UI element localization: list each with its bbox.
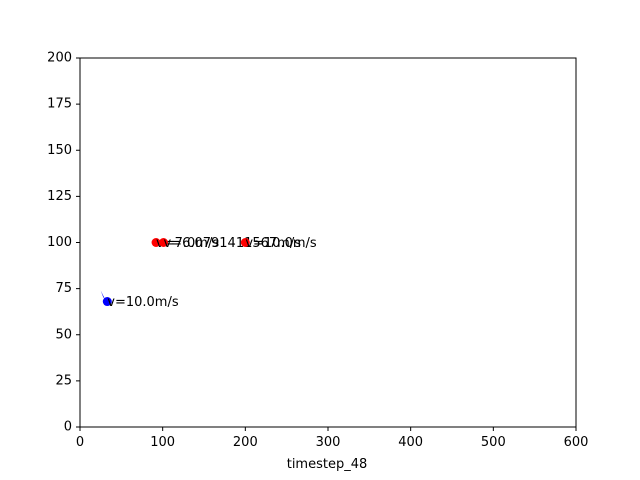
point-label-3: v=10.0m/s xyxy=(107,295,179,310)
x-axis-label: timestep_48 xyxy=(287,457,368,472)
point-label-0: v=7.0m/s xyxy=(156,236,219,251)
point-label-2: v=10.0m/s xyxy=(245,236,317,251)
y-tick-label-7: 175 xyxy=(47,97,72,112)
y-tick-label-2: 50 xyxy=(55,327,72,342)
point-label-1: v=6.0791411567m/s xyxy=(163,236,301,251)
y-tick-label-3: 75 xyxy=(55,281,72,296)
y-tick-label-6: 150 xyxy=(47,143,72,158)
point-1 xyxy=(158,238,168,247)
x-tick-label-6: 600 xyxy=(564,435,589,450)
x-tick-label-2: 200 xyxy=(233,435,258,450)
point-2 xyxy=(240,238,250,247)
plot-area: v=7.0m/sv=6.0791411567m/sv=10.0m/sv=10.0… xyxy=(100,236,317,310)
y-tick-label-0: 0 xyxy=(64,420,72,435)
y-tick-label-4: 100 xyxy=(47,235,72,250)
y-tick-label-8: 200 xyxy=(47,51,72,66)
x-tick-label-1: 100 xyxy=(150,435,175,450)
point-0 xyxy=(151,238,161,247)
x-tick-label-0: 0 xyxy=(76,435,84,450)
y-tick-label-5: 125 xyxy=(47,189,72,204)
x-tick-label-4: 400 xyxy=(398,435,423,450)
axes: 0 100 200 300 400 500 600 0 25 50 75 100 125 150 175 20… xyxy=(47,51,588,451)
x-tick-label-3: 300 xyxy=(316,435,341,450)
point-3 xyxy=(102,297,112,307)
x-tick-label-5: 500 xyxy=(481,435,506,450)
y-tick-label-1: 25 xyxy=(55,373,72,388)
